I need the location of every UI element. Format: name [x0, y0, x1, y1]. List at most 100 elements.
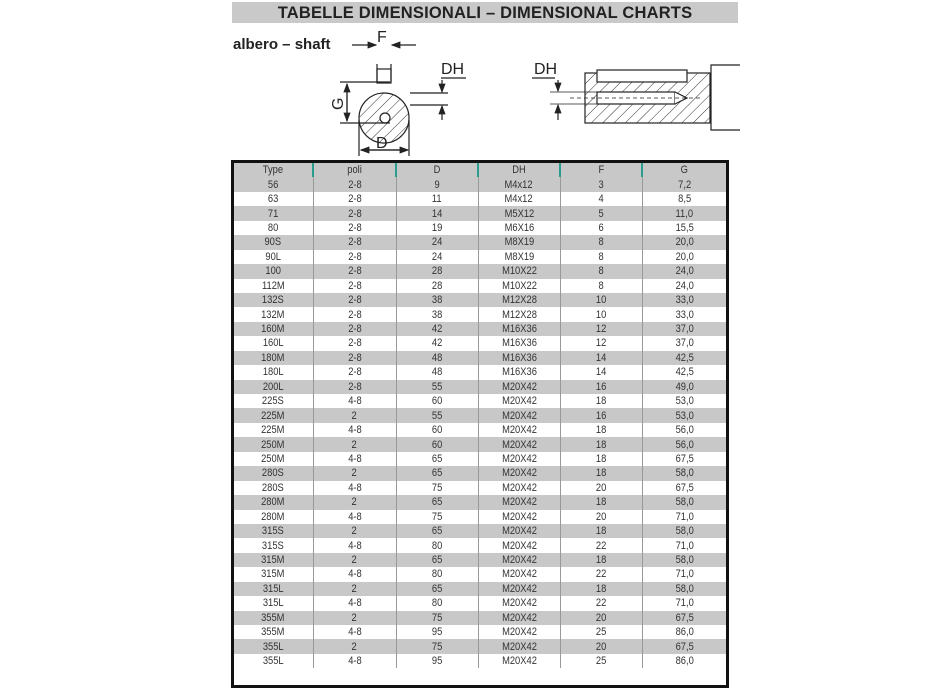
table-cell-g: 24,0 [641, 264, 726, 279]
cell-value: 14 [595, 366, 607, 379]
cell-value: 250M [261, 438, 285, 451]
cell-value: 20 [595, 481, 607, 494]
cell-value: 2-8 [347, 279, 362, 292]
table-cell-g: 67,5 [641, 639, 726, 654]
cell-value: 18 [595, 424, 607, 437]
table-row: 90S 2-8 24 M8X19 8 20,0 [234, 235, 726, 250]
column-header-label: poli [347, 164, 362, 177]
table-row: 80 2-8 19 M6X16 6 15,5 [234, 220, 726, 236]
cell-value: M20X42 [501, 626, 537, 639]
cell-value: 65 [431, 496, 443, 509]
table-cell-type: 225S [234, 394, 313, 409]
cell-value: 75 [431, 510, 443, 523]
cell-value: 2 [351, 467, 358, 480]
cell-value: 65 [431, 467, 443, 480]
table-row: 280M 2 65 M20X42 18 58,0 [234, 495, 726, 510]
table-cell-g: 7,2 [641, 177, 726, 192]
cell-value: 67,5 [675, 481, 694, 494]
cell-value: 16 [595, 380, 607, 393]
cell-value: 71,0 [675, 539, 694, 552]
cell-value: M20X42 [501, 510, 537, 523]
table-cell-poli: 4-8 [312, 625, 396, 640]
table-cell-g: 42,5 [641, 365, 726, 380]
cell-value: 8 [598, 279, 604, 292]
cell-value: 4-8 [347, 539, 362, 552]
cell-value: 49,0 [675, 380, 694, 393]
table-row: 90L 2-8 24 M8X19 8 20,0 [234, 249, 726, 265]
table-cell-g: 56,0 [641, 437, 726, 452]
table-cell-dh: M16X36 [477, 336, 560, 351]
label-dh: DH [441, 61, 464, 78]
cell-value: 250M [261, 452, 285, 465]
cell-value: 86,0 [675, 626, 694, 639]
cell-value: 2 [351, 582, 358, 595]
cell-value: 11 [432, 193, 442, 206]
table-cell-poli: 2 [312, 581, 396, 597]
cell-value: 2 [351, 496, 358, 509]
cell-value: 24,0 [675, 265, 694, 278]
table-cell-poli: 4-8 [312, 451, 396, 467]
table-cell-d: 60 [395, 422, 478, 438]
cell-value: 18 [595, 452, 607, 465]
cell-value: 2-8 [347, 308, 362, 321]
table-cell-f: 22 [559, 538, 642, 553]
cell-value: 18 [595, 496, 607, 509]
column-header-label: G [680, 164, 689, 177]
table-cell-dh: M12X28 [477, 307, 560, 322]
cell-value: 75 [431, 611, 443, 624]
table-cell-type: 63 [234, 191, 313, 207]
table-cell-d: 75 [395, 610, 478, 625]
table-cell-dh: M20X42 [477, 480, 560, 496]
cell-value: M20X42 [501, 525, 537, 538]
cell-value: 42 [431, 337, 443, 350]
cell-value: 355M [261, 611, 285, 624]
cell-value: 2-8 [347, 193, 362, 206]
cell-value: 315S [262, 525, 285, 538]
cell-value: 71,0 [675, 568, 694, 581]
table-cell-dh: M20X42 [477, 509, 560, 524]
cell-value: M20X42 [501, 554, 537, 567]
table-row: 160L 2-8 42 M16X36 12 37,0 [234, 336, 726, 351]
cell-value: 200L [262, 380, 284, 393]
cell-value: 14 [431, 207, 443, 220]
cell-value: 4-8 [347, 424, 362, 437]
column-header-label: DH [512, 164, 526, 177]
cell-value: M20X42 [501, 380, 537, 393]
cell-value: M20X42 [501, 597, 537, 610]
cell-value: 2-8 [347, 294, 362, 307]
table-row: 315M 2 65 M20X42 18 58,0 [234, 552, 726, 568]
table-cell-dh: M20X42 [477, 538, 560, 553]
table-cell-type: 160L [234, 336, 313, 351]
table-cell-f: 3 [559, 177, 642, 192]
column-header-dh: DH [477, 163, 560, 178]
table-cell-d: 65 [395, 552, 478, 568]
table-cell-d: 95 [395, 653, 478, 669]
cell-value: 24 [431, 250, 443, 263]
cell-value: 2 [351, 438, 358, 451]
cell-value: M8X19 [504, 236, 534, 249]
table-row: 200L 2-8 55 M20X42 16 49,0 [234, 379, 726, 394]
table-row: 225S 4-8 60 M20X42 18 53,0 [234, 394, 726, 409]
cell-value: 71,0 [675, 597, 694, 610]
table-cell-poli: 2-8 [312, 278, 396, 293]
cell-value: 2-8 [347, 178, 362, 191]
table-cell-poli: 2 [312, 639, 396, 654]
cell-value: 20 [595, 611, 607, 624]
cell-value: M16X36 [501, 323, 537, 336]
table-cell-dh: M10X22 [477, 278, 560, 293]
cell-value: M16X36 [501, 351, 537, 364]
table-row: 180M 2-8 48 M16X36 14 42,5 [234, 350, 726, 366]
table-cell-type: 280S [234, 480, 313, 496]
table-cell-poli: 4-8 [312, 480, 396, 496]
cell-value: 20 [595, 640, 607, 653]
cell-value: 100 [265, 265, 282, 278]
cell-value: 4-8 [347, 568, 362, 581]
cell-value: 86,0 [675, 655, 694, 668]
table-cell-poli: 4-8 [312, 653, 396, 669]
table-cell-dh: M20X42 [477, 639, 560, 654]
table-cell-g: 8,5 [641, 191, 726, 207]
table-cell-poli: 2-8 [312, 177, 396, 192]
table-cell-d: 28 [395, 278, 478, 293]
cell-value: 14 [595, 351, 607, 364]
table-cell-d: 42 [395, 336, 478, 351]
